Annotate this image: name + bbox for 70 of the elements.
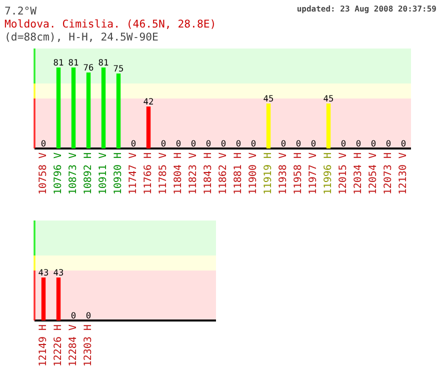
data-label: 0	[86, 312, 92, 322]
x-tick-label: 12054 V	[368, 152, 379, 195]
data-label: 0	[176, 140, 182, 150]
data-label: 81	[68, 58, 79, 68]
data-label: 43	[38, 268, 49, 278]
bar	[71, 68, 76, 148]
chart-title: 7.2°W	[4, 4, 38, 18]
data-label: 0	[70, 312, 76, 322]
x-tick-label: 11996 H	[323, 152, 334, 195]
data-label: 0	[160, 140, 166, 150]
x-tick-label: 12073 H	[383, 152, 394, 195]
data-label: 0	[386, 140, 392, 150]
data-label: 0	[356, 140, 362, 150]
x-tick-label: 12034 H	[353, 152, 364, 195]
x-tick-label: 11881 H	[233, 152, 244, 195]
bar	[116, 74, 121, 148]
x-tick-label: 10892 H	[83, 152, 94, 195]
x-tick-label: 10930 H	[113, 152, 124, 195]
x-tick-label: 11958 H	[293, 152, 304, 195]
bar	[86, 72, 91, 148]
x-tick-label: 12226 H	[53, 324, 64, 367]
data-label: 0	[206, 140, 212, 150]
x-tick-label: 11919 H	[263, 152, 274, 195]
data-label: 0	[296, 140, 302, 150]
text: (d=88cm), H-H, 24.5W-90E	[4, 30, 158, 44]
x-tick-label: 10758 V	[38, 152, 49, 195]
bar	[146, 106, 151, 148]
x-tick-label: 11766 H	[143, 152, 154, 195]
x-tick-label: 12284 V	[68, 324, 79, 367]
x-tick-label: 11938 V	[278, 152, 289, 195]
data-label: 0	[40, 140, 46, 150]
data-label: 0	[310, 140, 316, 150]
data-label: 43	[53, 268, 64, 278]
x-tick-label: 12303 H	[83, 324, 94, 367]
data-label: 0	[220, 140, 226, 150]
data-label: 42	[143, 98, 154, 108]
x-tick-label: 11862 V	[218, 152, 229, 195]
x-tick-label: 11747 V	[128, 152, 139, 195]
data-label: 0	[370, 140, 376, 150]
x-tick-label: 10873 V	[68, 152, 79, 195]
data-label: 0	[250, 140, 256, 150]
data-label: 0	[340, 140, 346, 150]
data-label: 45	[323, 94, 334, 104]
x-tick-label: 12149 H	[38, 324, 49, 367]
x-tick-label: 11785 V	[158, 152, 169, 195]
data-label: 0	[190, 140, 196, 150]
data-label: 81	[98, 58, 109, 68]
x-tick-label: 11977 V	[308, 152, 319, 195]
bar	[56, 68, 61, 148]
x-tick-label: 11804 H	[173, 152, 184, 195]
data-label: 76	[83, 64, 94, 74]
data-label: 75	[113, 64, 124, 74]
x-tick-label: 11843 H	[203, 152, 214, 195]
x-tick-label: 10796 V	[53, 152, 64, 195]
chart-subtitle: Moldova. Cimislia. (46.5N, 28.8E)	[4, 18, 216, 30]
bar	[266, 104, 271, 148]
data-label: 0	[130, 140, 136, 150]
data-label: 0	[280, 140, 286, 150]
data-label: 45	[263, 94, 274, 104]
x-tick-label: 12130 V	[398, 152, 409, 195]
x-tick-label: 11900 V	[248, 152, 259, 195]
data-label: 0	[400, 140, 406, 150]
bar	[326, 104, 331, 148]
text: updated: 23 Aug 2008 20:37:59	[296, 4, 437, 14]
data-label: 81	[53, 58, 64, 68]
data-label: 0	[236, 140, 242, 150]
x-tick-label: 12015 V	[338, 152, 349, 195]
x-tick-label: 10911 V	[98, 152, 109, 195]
bar	[101, 68, 106, 148]
x-tick-label: 11823 V	[188, 152, 199, 195]
